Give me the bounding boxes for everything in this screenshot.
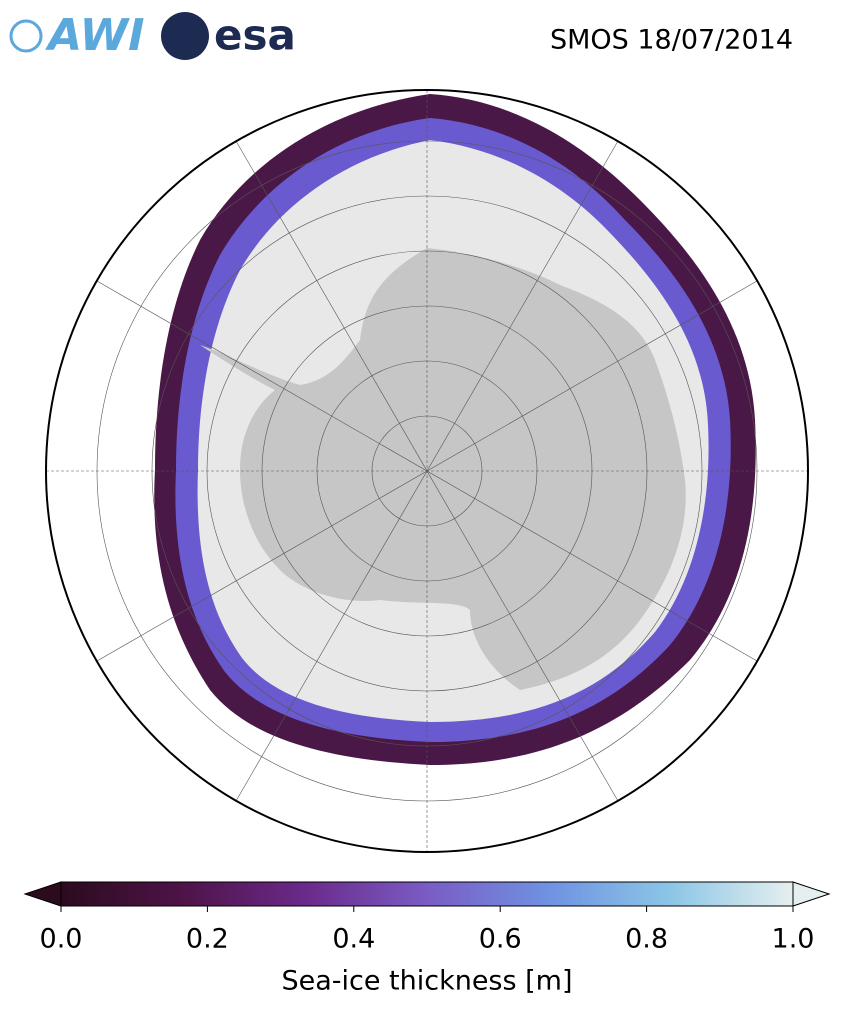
colorbar-label: Sea-ice thickness [m]	[281, 966, 572, 997]
colorbar-tick-label: 1.0	[772, 924, 815, 955]
esa-logo-mark	[161, 12, 209, 60]
colorbar-tick-label: 0.4	[332, 924, 375, 955]
colorbar-extend-low	[23, 881, 62, 907]
colorbar-tick-label: 0.0	[40, 924, 83, 955]
colorbar-extend-high	[792, 881, 831, 907]
awi-logo: AWI	[45, 10, 145, 61]
continent	[200, 248, 686, 690]
esa-logo: esa	[214, 11, 296, 60]
map-title: SMOS 18/07/2014	[550, 25, 793, 56]
colorbar-tick-label: 0.6	[479, 924, 522, 955]
graticule	[46, 90, 808, 852]
colorbar-ramp	[60, 881, 794, 907]
colorbar	[23, 881, 831, 912]
colorbar-tick-label: 0.8	[625, 924, 668, 955]
map-frame	[45, 89, 809, 853]
map	[46, 90, 808, 852]
colorbar-tick-label: 0.2	[186, 924, 229, 955]
logos: AWI esa	[9, 10, 296, 61]
awi-logo-mark	[9, 19, 43, 53]
